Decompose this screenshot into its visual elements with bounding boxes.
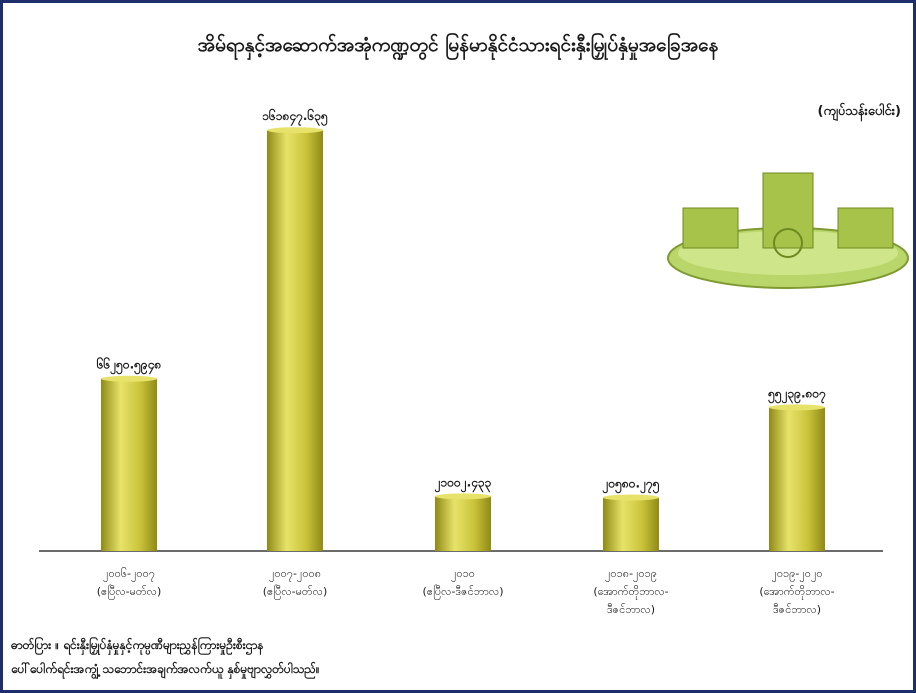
category-label-3-line-2: (ဧပြီလ-ဒီဇင်ဘာလ) <box>423 585 504 600</box>
value-label-5: ၅၅၂၃၉.၈၀၇ <box>767 386 826 404</box>
value-label-1: ၆၆၂၅၀.၅၉၄၈ <box>96 356 162 376</box>
category-label-5-line-3: ဒီဇင်ဘာလ) <box>773 603 821 616</box>
category-label-3-line-1: ၂၀၁၀ <box>451 567 475 582</box>
chart-title: အိမ်ရာနှင့်အဆောက်အအုံကဏ္ဍတွင် မြန်မာနိုင… <box>197 34 719 56</box>
value-label-3: ၂၁၀၀၂.၄၃၃ <box>434 475 492 493</box>
category-label-5-line-2: (အောက်တိုဘာလ- <box>759 585 834 600</box>
bar-1 <box>101 378 157 551</box>
bar-4 <box>603 497 659 551</box>
bar-top-5 <box>769 404 825 411</box>
bar-top-2 <box>267 127 323 134</box>
category-label-1-line-2: (ဧပြီလ-မတ်လ) <box>97 585 161 600</box>
value-label-4: ၂၀၅၈၀.၂၇၅ <box>602 476 660 494</box>
bar-5 <box>769 407 825 551</box>
bar-top-4 <box>603 494 659 501</box>
category-label-1-line-1: ၂၀၀၆-၂၀၀၇ <box>103 567 155 582</box>
bar-2 <box>267 130 323 551</box>
bar-top-1 <box>101 375 157 382</box>
value-label-2: ၁၆၁၈၄၇.၆၃၅ <box>262 107 328 127</box>
bar-top-3 <box>435 493 491 500</box>
category-label-4-line-2: (အောက်တိုဘာလ- <box>593 585 668 600</box>
source-line-1: ဓာတ်ပြား ။ ရင်းနှီးမြှုပ်နှံမှုနှင့်ကုမ္… <box>11 638 264 652</box>
category-label-5-line-1: ၂၀၁၉-၂၀၂၀ <box>771 567 822 582</box>
category-label-2-line-2: (ဧပြီလ-မတ်လ) <box>263 585 327 600</box>
bar-3 <box>435 496 491 551</box>
unit-label: (ကျပ်သန်းပေါင်း) <box>817 104 902 119</box>
category-label-4-line-3: ဒီဇင်ဘာလ) <box>607 603 655 616</box>
category-label-2-line-1: ၂၀၀၇-၂၀၀၈ <box>269 567 321 582</box>
buildings-illustration <box>667 172 909 289</box>
source-note: ဓာတ်ပြား ။ ရင်းနှီးမြှုပ်နှံမှုနှင့်ကုမ္… <box>11 633 320 681</box>
category-label-4-line-1: ၂၀၁၈-၂၀၁၉ <box>605 567 657 582</box>
source-line-2: ပေါ်ပေါက်ရင်းအကျွံ့ သဘောင်းအချက်အလက်ယူ န… <box>11 662 320 676</box>
